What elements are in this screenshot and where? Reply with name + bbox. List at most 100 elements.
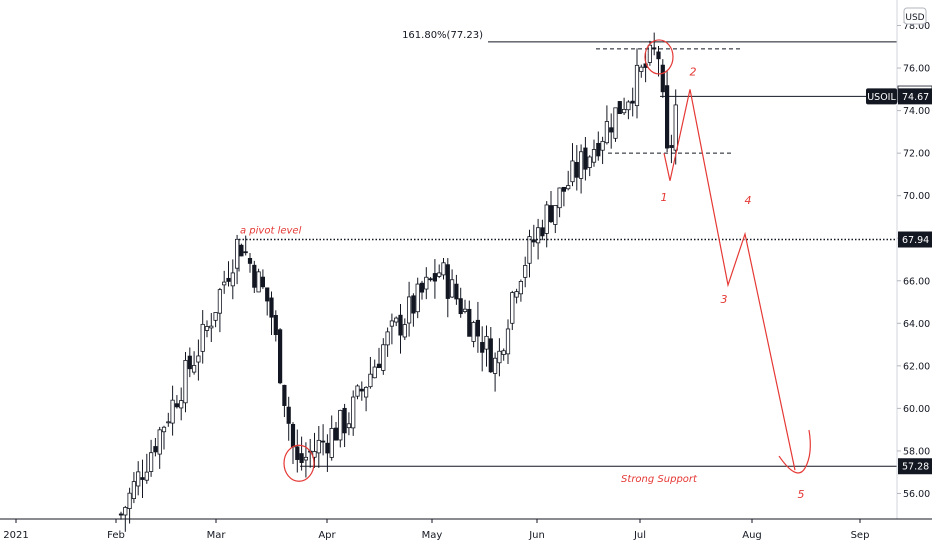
candle [385,327,390,357]
candle [265,287,270,316]
candle [196,339,201,381]
candle [118,511,124,520]
candle-body-up [312,451,317,458]
pivot-label: a pivot level [240,226,302,237]
candle-body-up [639,66,644,72]
candle-body-up [415,283,420,313]
candle [497,338,502,377]
y-tick-label: 66.00 [903,276,930,287]
candle-body-up [204,326,210,331]
candle-body-down [432,273,438,282]
candle-body-down [458,298,463,315]
candle [523,256,528,288]
candle-body-down [454,283,459,300]
wave-label-3: 3 [721,293,728,306]
candle [333,422,339,441]
candle [634,48,640,119]
candle [570,143,575,187]
candle [626,100,631,120]
currency-badge[interactable]: USD [903,7,927,25]
candle-body-down [277,329,283,384]
candle-body-up [316,439,321,454]
candle-body-up [673,104,678,151]
candle-body-up [213,312,218,321]
fib-label: 161.80%(77.23) [402,30,483,41]
price-axis[interactable]: 56.0058.0060.0062.0064.0066.0068.0070.00… [896,0,932,519]
candle-body-down [359,388,364,392]
candle [540,219,545,241]
candle [553,205,558,234]
y-tick-label: 62.00 [903,361,930,372]
price-tag: USOIL 74.67 [866,88,932,105]
candle [222,270,227,294]
candle-body-up [462,308,468,312]
x-tick-label: Jul [633,530,646,541]
candle [656,45,661,77]
candle-body-up [449,279,455,298]
x-tick-label: Aug [742,530,762,541]
candle [286,396,291,441]
candle [260,269,266,289]
candle-body-up [557,187,562,209]
candle [153,437,158,457]
candle [596,131,601,161]
time-axis-ticks: 2021 Feb Mar Apr May Jun Jul Aug Sep [3,519,869,541]
candle [402,318,407,341]
price-tag-label: 67.94 [902,235,929,246]
candle [462,299,468,314]
candle [428,277,433,282]
candle-body-down [174,403,179,408]
price-tag: 67.94 [898,231,932,248]
price-tag-label: 57.28 [902,462,929,473]
candle-body-down [265,287,270,302]
candle [320,424,326,456]
wave-label-1: 1 [661,191,668,204]
candle [622,97,627,116]
candle [174,395,179,409]
candle-body-up [579,151,584,179]
x-tick-label: May [422,530,443,541]
candle-body-down [295,446,300,460]
candle-body-up [209,325,214,329]
candle-body-up [406,296,412,324]
candle-body-up [179,400,184,409]
candle [187,347,192,378]
candle [329,415,334,461]
candle [148,439,154,477]
candle-body-down [398,314,403,336]
candle [518,279,524,302]
candle [561,186,567,207]
candle [394,316,399,327]
candle [665,71,670,153]
candle [544,201,549,248]
candle [419,280,425,300]
candle [191,351,197,375]
candle-body-up [441,262,446,276]
candle-body-up [166,421,171,424]
candle [282,384,287,418]
candle [510,290,515,331]
candle-body-up [329,428,334,458]
time-axis[interactable]: 2021 Feb Mar Apr May Jun Jul Aug Sep [0,518,932,541]
candle-body-up [536,227,541,244]
y-tick-label: 64.00 [903,319,930,330]
candle [647,40,653,66]
candle-body-up [622,108,627,114]
candle-body-up [484,335,489,350]
price-tag-bg [898,458,932,475]
candle-body-down [630,100,635,104]
candle [406,281,412,337]
low-highlight-circle [283,444,315,482]
candle-body-up [234,238,240,269]
candle [501,348,506,361]
candle [351,390,356,436]
elliott-wave-projection [663,89,796,471]
candle [471,320,476,348]
candle [514,288,519,304]
candle-body-up [613,107,618,139]
price-tag-bg [898,88,932,105]
candle-body-down [153,446,158,453]
currency-badge-frame [903,7,927,25]
candle-body-down [617,101,622,114]
candle [458,287,463,318]
